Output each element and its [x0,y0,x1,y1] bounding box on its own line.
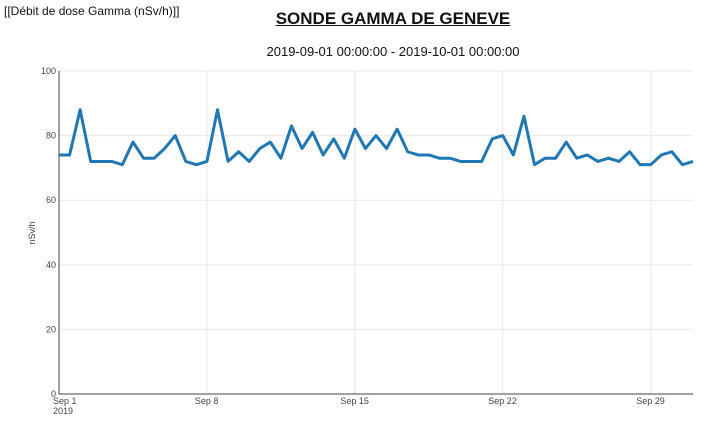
x-tick-label: Sep 29 [636,396,665,406]
y-tick-label: 100 [41,66,56,76]
y-tick-label: 80 [46,131,56,141]
chart-subtitle: 2019-09-01 00:00:00 - 2019-10-01 00:00:0… [266,44,520,59]
y-tick-label: 60 [46,195,56,205]
x-tick-label: Sep 8 [194,396,219,406]
y-tick-label: 40 [46,260,56,270]
x-tick-label: Sep 1 2019 [53,396,77,416]
x-tick-label: Sep 15 [340,396,369,406]
page-header: [[Débit de dose Gamma (nSv/h)]] [4,4,180,18]
y-tick-label: 20 [46,324,56,334]
data-line [59,108,694,167]
x-tick-label: Sep 22 [488,396,517,406]
y-tick-label: 0 [51,389,56,399]
chart-title: SONDE GAMMA DE GENEVE [275,9,511,28]
y-axis-label: nSv/h [27,221,37,244]
